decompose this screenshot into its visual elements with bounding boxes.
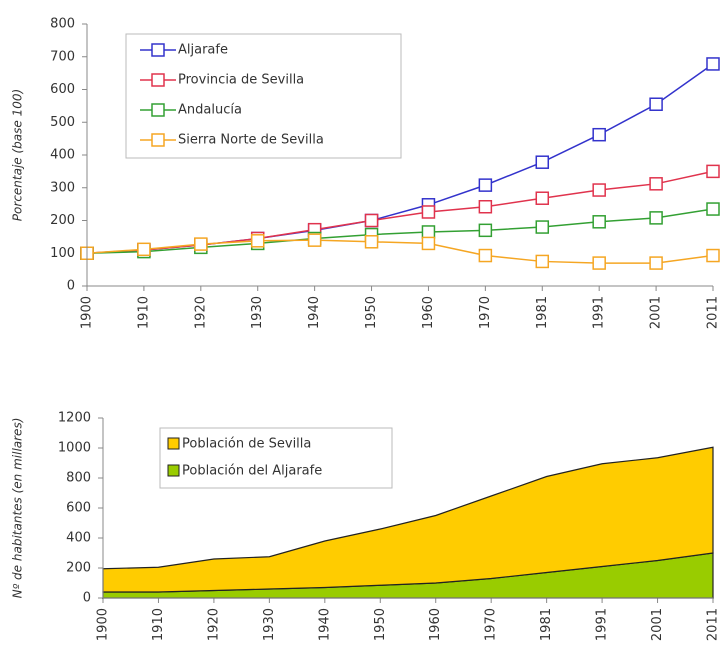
y-tick-label: 0 <box>67 279 75 294</box>
y-tick-label: 400 <box>50 148 75 163</box>
y-tick-label: 400 <box>66 531 91 546</box>
legend-box <box>125 33 402 159</box>
point-marker <box>706 164 720 179</box>
x-tick-label: 1940 <box>317 608 332 641</box>
x-tick-label: 1960 <box>421 296 436 329</box>
x-tick-label: 1981 <box>539 608 554 641</box>
point-marker <box>706 248 720 263</box>
y-axis-label: Nº de habitantes (en millares) <box>11 418 25 599</box>
point-marker <box>592 215 606 229</box>
point-marker <box>478 248 493 263</box>
series-line <box>86 208 714 254</box>
series-line <box>86 239 714 264</box>
point-marker <box>649 97 663 111</box>
x-tick-label: 2001 <box>650 608 665 641</box>
point-marker <box>706 57 720 71</box>
y-tick-label: 0 <box>83 591 91 606</box>
y-axis-label: Porcentaje (base 100) <box>11 89 25 221</box>
x-tick-label: 1970 <box>484 608 499 641</box>
point-marker <box>649 177 663 191</box>
point-marker <box>592 183 606 197</box>
point-marker <box>250 234 265 248</box>
point-marker <box>535 155 550 169</box>
x-tick-label: 2011 <box>706 608 721 641</box>
x-tick-label: 2001 <box>649 296 664 329</box>
point-marker <box>478 178 493 192</box>
point-marker <box>421 225 436 239</box>
legend-box <box>159 427 393 489</box>
legend-label: Población de Sevilla <box>182 437 311 452</box>
y-tick-label: 600 <box>50 82 75 97</box>
point-marker <box>421 205 436 219</box>
x-tick-label: 1900 <box>80 296 95 329</box>
point-marker <box>535 254 550 269</box>
y-tick-label: 600 <box>66 501 91 516</box>
point-marker <box>535 191 550 205</box>
x-tick-label: 1991 <box>595 608 610 641</box>
x-tick-label: 1950 <box>373 608 388 641</box>
point-marker <box>137 242 151 257</box>
point-marker <box>194 237 208 251</box>
x-tick-label: 1940 <box>307 296 322 329</box>
point-marker <box>649 211 663 225</box>
y-tick-label: 700 <box>50 49 75 64</box>
legend-marker <box>151 43 165 57</box>
x-tick-label: 1910 <box>151 608 166 641</box>
x-tick-label: 1950 <box>364 296 379 329</box>
point-marker <box>364 213 379 228</box>
x-tick-label: 1970 <box>478 296 493 329</box>
y-tick-label: 1200 <box>58 411 91 426</box>
legend-marker <box>151 73 165 87</box>
point-marker <box>364 235 379 249</box>
x-tick-label: 2011 <box>706 296 721 329</box>
y-tick-label: 200 <box>66 561 91 576</box>
y-tick-label: 800 <box>50 17 75 32</box>
y-tick-label: 800 <box>66 471 91 486</box>
x-tick-label: 1981 <box>535 296 550 329</box>
legend-marker <box>151 133 165 147</box>
y-tick-label: 300 <box>50 180 75 195</box>
x-tick-label: 1920 <box>206 608 221 641</box>
legend-label: Sierra Norte de Sevilla <box>178 133 324 148</box>
point-marker <box>478 223 493 238</box>
area <box>102 446 714 593</box>
x-tick-label: 1960 <box>428 608 443 641</box>
point-marker <box>535 220 550 234</box>
y-tick-label: 200 <box>50 213 75 228</box>
point-marker <box>592 127 606 142</box>
x-tick-label: 1910 <box>136 296 151 329</box>
legend-marker <box>151 103 165 117</box>
point-marker <box>478 199 493 214</box>
x-tick-label: 1930 <box>262 608 277 641</box>
y-tick-label: 500 <box>50 115 75 130</box>
x-tick-label: 1930 <box>250 296 265 329</box>
legend-label: Provincia de Sevilla <box>178 73 304 88</box>
legend-label: Población del Aljarafe <box>182 464 322 479</box>
legend-swatch <box>167 437 180 450</box>
series-line <box>86 170 714 254</box>
point-marker <box>421 236 436 251</box>
x-tick-label: 1900 <box>96 608 111 641</box>
legend-label: Aljarafe <box>178 43 228 58</box>
x-tick-label: 1920 <box>193 296 208 329</box>
legend-label: Andalucía <box>178 103 242 118</box>
point-marker <box>592 256 606 270</box>
legend-swatch <box>167 464 180 477</box>
point-marker <box>706 202 720 216</box>
point-marker <box>649 256 663 270</box>
y-tick-label: 100 <box>50 246 75 261</box>
point-marker <box>307 233 322 247</box>
x-tick-label: 1991 <box>592 296 607 329</box>
y-tick-label: 1000 <box>58 441 91 456</box>
